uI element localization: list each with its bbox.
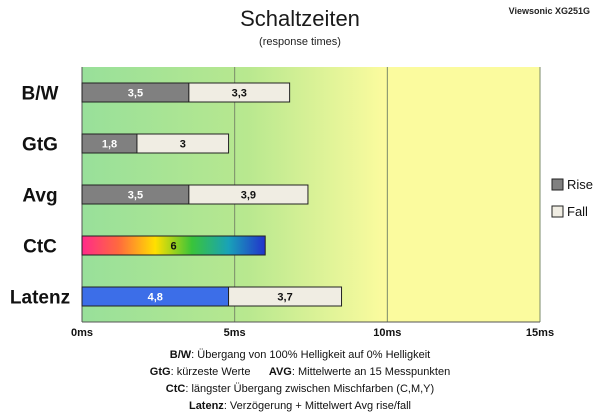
legend-label-fall: Fall (567, 204, 588, 219)
category-label: CtC (23, 237, 57, 258)
fall-bar (188, 184, 309, 205)
data-label: 3,9 (241, 190, 256, 202)
note-line-latenz: Latenz: Verzögerung + Mittelwert Avg ris… (0, 398, 600, 415)
ctc-bar (81, 235, 266, 256)
legend-swatch-rise (551, 178, 564, 191)
note-text: : kürzeste Werte (170, 366, 251, 378)
note-key: CtC (165, 383, 186, 395)
note-key: B/W (169, 349, 192, 361)
data-label: 3,3 (232, 88, 247, 100)
x-tick-label: 10ms (373, 327, 401, 339)
note-text: : längster Übergang zwischen Mischfarben… (185, 383, 435, 395)
notes-block: B/W: Übergang von 100% Helligkeit auf 0%… (0, 347, 600, 415)
category-label: Latenz (10, 288, 70, 309)
category-label: B/W (22, 84, 59, 105)
data-label: 3,5 (128, 190, 143, 202)
note-key: AVG (268, 366, 292, 378)
chart-title: Schaltzeiten (240, 6, 360, 31)
note-line-ctc: CtC: längster Übergang zwischen Mischfar… (0, 381, 600, 398)
fall-bar (228, 286, 343, 307)
category-label: Avg (22, 186, 57, 207)
legend-swatch-fall (551, 205, 564, 218)
note-key: GtG (149, 366, 171, 378)
note-line-gtg: GtG: kürzeste Werte AVG: Mittelwerte an … (0, 364, 600, 381)
note-text: : Übergang von 100% Helligkeit auf 0% He… (191, 349, 431, 361)
fall-bar (188, 82, 291, 103)
chart-subtitle: (response times) (259, 36, 341, 48)
x-tick-label: 5ms (224, 327, 246, 339)
x-tick-label: 15ms (526, 327, 554, 339)
data-label: 4,8 (148, 292, 163, 304)
x-tick-label: 0ms (71, 327, 93, 339)
data-label: 6 (171, 241, 177, 253)
brand-label: Viewsonic XG251G (508, 6, 590, 16)
fall-bar (136, 133, 230, 154)
category-label: GtG (22, 135, 58, 156)
note-line-bw: B/W: Übergang von 100% Helligkeit auf 0%… (0, 347, 600, 364)
data-label: 1,8 (102, 139, 117, 151)
data-label: 3 (180, 139, 186, 151)
bar-chart: 0ms 5ms 10ms 15ms B/W 3,5 3,3 GtG 1,8 3 Avg 3,5 3,9 C… (10, 67, 593, 339)
legend-label-rise: Rise (567, 177, 593, 192)
note-text: : Verzögerung + Mittelwert Avg rise/fall (223, 400, 412, 412)
data-label: 3,7 (277, 292, 292, 304)
note-key: Latenz (188, 400, 224, 412)
data-label: 3,5 (128, 88, 143, 100)
note-text: : Mittelwerte an 15 Messpunkten (291, 366, 451, 378)
